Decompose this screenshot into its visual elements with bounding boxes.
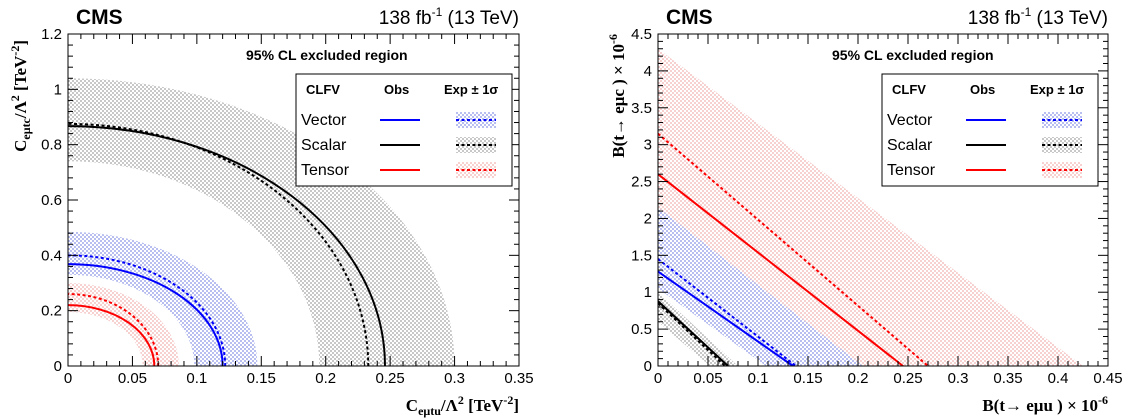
experiment-label: CMS xyxy=(76,6,123,29)
x-tick-label: 0.2 xyxy=(315,370,336,387)
x-tick-label: 0 xyxy=(64,370,72,387)
chart-panel-2: 0 0.05 0.1 0.15 0.2 0.25 0.3 0.35 0.4 0.45 0 0.5 1 1.… xyxy=(606,5,1123,415)
legend-title: 95% CL excluded region xyxy=(832,47,994,63)
exp-curve-vector xyxy=(658,258,797,366)
legend-label: Vector xyxy=(301,112,347,129)
y-tick-label: 2.5 xyxy=(631,174,652,191)
y-axis-title: Ceμtc/Λ2 [TeV-2] xyxy=(8,40,33,152)
band-vector xyxy=(658,207,863,366)
legend-header: Exp ± 1σ xyxy=(444,82,498,97)
obs-curve-scalar xyxy=(658,300,729,366)
legend-label: Scalar xyxy=(887,137,933,154)
exp-curve-scalar xyxy=(68,122,370,366)
legend-band xyxy=(456,162,496,178)
y-tick-label: 0 xyxy=(644,358,652,375)
x-tick-label: 0.45 xyxy=(1093,370,1122,387)
legend-header: CLFV xyxy=(892,82,926,97)
experiment-label: CMS xyxy=(666,6,713,29)
y-axis-title: B(t→ eμc ) × 10-6 xyxy=(606,34,628,158)
y-tick-label: 3 xyxy=(644,137,652,154)
y-tick-label: 1.5 xyxy=(631,247,652,264)
x-tick-label: 0.25 xyxy=(376,370,405,387)
x-tick-label: 0.1 xyxy=(748,370,769,387)
x-tick-label: 0.35 xyxy=(993,370,1022,387)
x-tick-label: 0.15 xyxy=(247,370,276,387)
legend-label: Tensor xyxy=(301,162,350,179)
x-tick-label: 0.25 xyxy=(893,370,922,387)
exp-curve-tensor xyxy=(658,132,929,366)
legend-band xyxy=(1042,112,1082,128)
legend-header: CLFV xyxy=(306,82,340,97)
obs-curve-scalar xyxy=(68,125,386,366)
plot-area xyxy=(68,78,455,366)
legend-label: Vector xyxy=(887,112,933,129)
legend-band xyxy=(1042,137,1082,153)
y-tick-label: 0.4 xyxy=(41,247,62,264)
legend-header: Obs xyxy=(384,82,409,97)
y-tick-label: 2 xyxy=(644,210,652,227)
band-scalar xyxy=(658,292,738,366)
legend-title: 95% CL excluded region xyxy=(246,47,408,63)
x-axis-title: Ceμtu/Λ2 [TeV-2] xyxy=(406,393,519,418)
band-scalar xyxy=(68,78,455,366)
legend-header: Exp ± 1σ xyxy=(1030,82,1084,97)
obs-curve-tensor xyxy=(68,304,156,366)
y-tick-label: 4 xyxy=(644,63,652,80)
x-tick-label: 0.1 xyxy=(186,370,207,387)
y-tick-label: 1.2 xyxy=(41,26,62,43)
x-tick-label: 0.3 xyxy=(444,370,465,387)
band-tensor xyxy=(658,48,1083,366)
obs-curve-tensor xyxy=(658,173,904,366)
legend-band xyxy=(1042,162,1082,178)
obs-curve-vector xyxy=(68,263,224,366)
plot-frame xyxy=(657,33,1109,367)
x-tick-label: 0.3 xyxy=(948,370,969,387)
exp-curve-vector xyxy=(68,254,227,366)
band-tensor xyxy=(68,283,179,366)
y-tick-label: 3.5 xyxy=(631,100,652,117)
legend-band xyxy=(456,112,496,128)
y-tick-label: 0.8 xyxy=(41,137,62,154)
y-tick-label: 4.5 xyxy=(631,26,652,43)
x-tick-label: 0.05 xyxy=(693,370,722,387)
x-axis-title: B(t→ eμu ) × 10-6 xyxy=(982,393,1108,415)
legend-header: Obs xyxy=(970,82,995,97)
plot-area xyxy=(658,48,1083,366)
band-vector xyxy=(68,231,258,366)
y-tick-label: 1 xyxy=(644,284,652,301)
x-tick-label: 0.2 xyxy=(848,370,869,387)
x-tick-label: 0.4 xyxy=(1048,370,1069,387)
x-tick-label: 0.35 xyxy=(504,370,533,387)
x-tick-label: 0.05 xyxy=(118,370,147,387)
legend-label: Scalar xyxy=(301,137,347,154)
y-tick-label: 0.6 xyxy=(41,192,62,209)
exp-curve-scalar xyxy=(658,302,726,366)
luminosity-label: 138 fb-1 (13 TeV) xyxy=(379,5,519,29)
x-tick-label: 0.15 xyxy=(793,370,822,387)
obs-curve-vector xyxy=(658,270,794,366)
legend-label: Tensor xyxy=(887,162,936,179)
legend-band xyxy=(456,137,496,153)
x-tick-label: 0 xyxy=(654,370,662,387)
y-tick-label: 1 xyxy=(54,81,62,98)
chart-panel-1: 0 0.05 0.1 0.15 0.2 0.25 0.3 0.35 0 0.2 0.4 0.6 0.8 1… xyxy=(8,5,534,418)
luminosity-label: 138 fb-1 (13 TeV) xyxy=(968,5,1108,29)
y-tick-label: 0 xyxy=(54,358,62,375)
y-tick-label: 0.5 xyxy=(631,321,652,338)
y-tick-label: 0.2 xyxy=(41,303,62,320)
